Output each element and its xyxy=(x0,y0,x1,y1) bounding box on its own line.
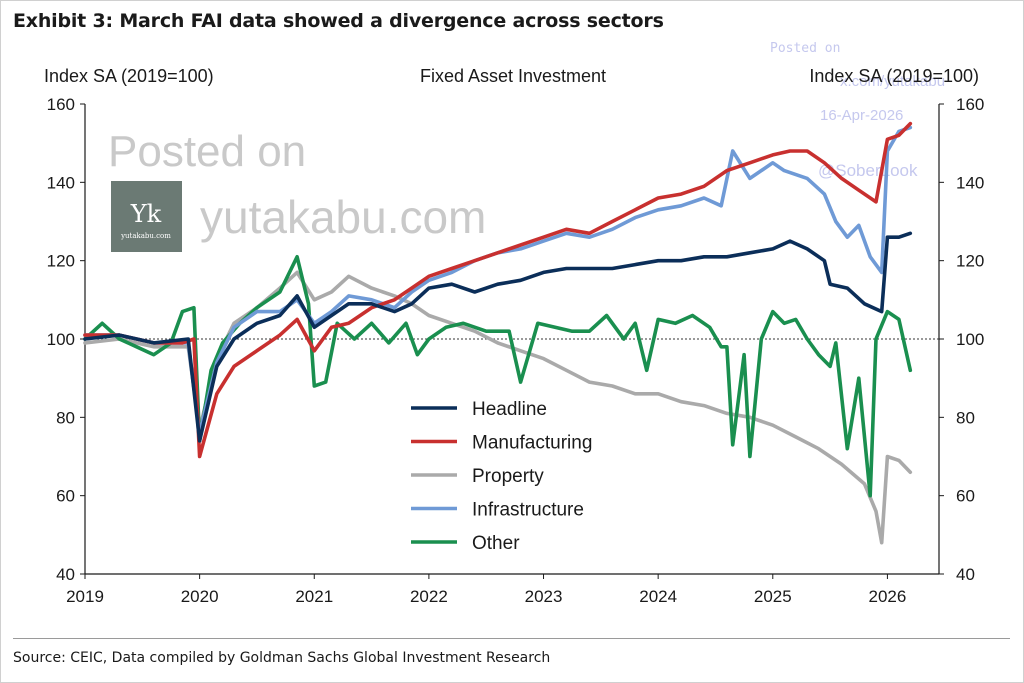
y-tick-label-right: 40 xyxy=(956,565,975,584)
legend-label-property: Property xyxy=(472,466,544,487)
y-tick-label-right: 140 xyxy=(956,173,984,192)
x-tick-label: 2021 xyxy=(295,587,333,606)
watermark-small-site: x.com/yutakabu xyxy=(840,73,945,90)
y-tick-label-left: 140 xyxy=(47,173,75,192)
series-line-infrastructure xyxy=(83,125,913,435)
watermark-small-posted: Posted on xyxy=(770,41,840,56)
watermark-small-date: 16-Apr-2026 xyxy=(820,107,903,124)
x-tick-label: 2026 xyxy=(869,587,907,606)
y-tick-label-right: 60 xyxy=(956,487,975,506)
source-note: Source: CEIC, Data compiled by Goldman S… xyxy=(13,650,551,666)
y-tick-label-right: 100 xyxy=(956,330,984,349)
y-tick-label-left: 80 xyxy=(56,408,75,427)
watermark-logo-mark: Yk xyxy=(130,200,162,228)
series-line-manufacturing xyxy=(83,121,913,459)
series-line-other xyxy=(83,255,913,498)
series-layer xyxy=(83,121,913,545)
x-tick-label: 2024 xyxy=(639,587,677,606)
source-divider xyxy=(13,638,1010,639)
y-tick-label-left: 100 xyxy=(47,330,75,349)
legend-label-other: Other xyxy=(472,533,520,554)
watermark-site: yutakabu.com xyxy=(200,191,486,243)
watermark-logo: Yk yutakabu.com xyxy=(111,181,182,252)
x-tick-label: 2020 xyxy=(181,587,219,606)
x-tick-label: 2019 xyxy=(66,587,104,606)
x-tick-label: 2022 xyxy=(410,587,448,606)
x-tick-label: 2023 xyxy=(525,587,563,606)
series-line-headline xyxy=(83,231,913,443)
y-tick-label-right: 120 xyxy=(956,252,984,271)
y-tick-label-left: 160 xyxy=(47,95,75,114)
legend-label-manufacturing: Manufacturing xyxy=(472,433,592,454)
watermark-small-handle: @SoberLook xyxy=(818,161,918,180)
legend-label-headline: Headline xyxy=(472,399,547,420)
legend-label-infrastructure: Infrastructure xyxy=(472,500,584,521)
ticks-layer: 40 40 60 60 80 80 100 100 120 120 140 140 160 160 2019… xyxy=(47,95,985,606)
y-tick-label-right: 160 xyxy=(956,95,984,114)
watermark-logo-text: yutakabu.com xyxy=(120,232,171,240)
chart-title: Fixed Asset Investment xyxy=(420,66,606,86)
x-tick-label: 2025 xyxy=(754,587,792,606)
y-tick-label-left: 40 xyxy=(56,565,75,584)
exhibit-title: Exhibit 3: March FAI data showed a diver… xyxy=(13,10,664,32)
y-tick-label-right: 80 xyxy=(956,408,975,427)
y-tick-label-left: 60 xyxy=(56,487,75,506)
y-axis-left-title: Index SA (2019=100) xyxy=(44,66,214,86)
y-tick-label-left: 120 xyxy=(47,252,75,271)
y-axis-right-title: Index SA (2019=100) xyxy=(809,66,979,86)
legend: Headline Manufacturing Property Infrastruct… xyxy=(411,399,592,554)
watermark-posted-on: Posted on xyxy=(108,127,306,176)
